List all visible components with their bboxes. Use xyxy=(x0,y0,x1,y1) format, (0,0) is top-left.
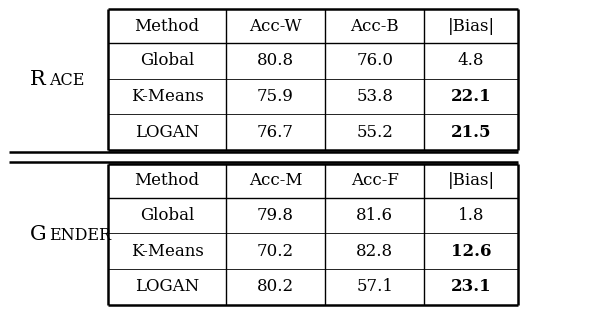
Text: 70.2: 70.2 xyxy=(257,243,294,260)
Text: |Bias|: |Bias| xyxy=(447,18,495,35)
Text: 82.8: 82.8 xyxy=(356,243,393,260)
Text: Method: Method xyxy=(135,18,199,35)
Text: R: R xyxy=(29,70,45,89)
Text: 76.7: 76.7 xyxy=(257,124,294,141)
Text: Global: Global xyxy=(140,207,194,224)
Text: K-Means: K-Means xyxy=(131,243,203,260)
Text: LOGAN: LOGAN xyxy=(135,278,199,295)
Text: K-Means: K-Means xyxy=(131,88,203,105)
Text: ACE: ACE xyxy=(49,72,84,89)
Text: 76.0: 76.0 xyxy=(356,52,393,69)
Text: Acc-F: Acc-F xyxy=(351,172,399,189)
Text: LOGAN: LOGAN xyxy=(135,124,199,141)
Text: 80.2: 80.2 xyxy=(257,278,294,295)
Text: Acc-W: Acc-W xyxy=(249,18,302,35)
Text: 79.8: 79.8 xyxy=(257,207,294,224)
Text: 23.1: 23.1 xyxy=(451,278,491,295)
Text: ENDER: ENDER xyxy=(49,227,111,244)
Text: 55.2: 55.2 xyxy=(356,124,393,141)
Text: Acc-B: Acc-B xyxy=(350,18,399,35)
Text: 81.6: 81.6 xyxy=(356,207,393,224)
Text: G: G xyxy=(29,225,46,244)
Text: 4.8: 4.8 xyxy=(458,52,485,69)
Text: 1.8: 1.8 xyxy=(458,207,485,224)
Text: 53.8: 53.8 xyxy=(356,88,393,105)
Text: Global: Global xyxy=(140,52,194,69)
Text: 22.1: 22.1 xyxy=(451,88,491,105)
Text: 75.9: 75.9 xyxy=(257,88,294,105)
Text: 80.8: 80.8 xyxy=(257,52,294,69)
Text: 57.1: 57.1 xyxy=(356,278,393,295)
Text: Method: Method xyxy=(135,172,199,189)
Text: 12.6: 12.6 xyxy=(451,243,491,260)
Text: |Bias|: |Bias| xyxy=(447,172,495,189)
Text: 21.5: 21.5 xyxy=(451,124,491,141)
Text: Acc-M: Acc-M xyxy=(249,172,302,189)
